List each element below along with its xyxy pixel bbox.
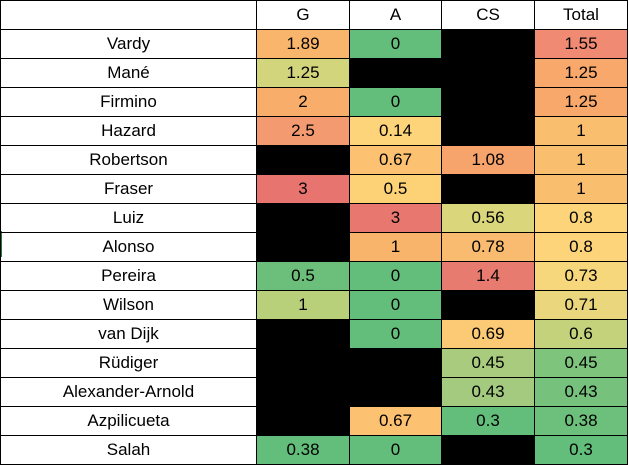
a-value-cell[interactable]: 0.5 bbox=[349, 174, 442, 204]
g-value-cell[interactable] bbox=[256, 203, 350, 233]
table-row: van Dijk 0 0.69 0.6 bbox=[0, 319, 628, 349]
player-name-cell[interactable]: Vardy bbox=[0, 29, 257, 59]
a-value-cell[interactable]: 0 bbox=[349, 290, 442, 320]
cs-value-cell[interactable]: 1.08 bbox=[441, 145, 535, 175]
header-cell-total[interactable]: Total bbox=[534, 0, 628, 30]
player-name-cell[interactable]: Robertson bbox=[0, 145, 257, 175]
a-value-cell[interactable] bbox=[349, 348, 442, 378]
cs-value-cell[interactable] bbox=[441, 58, 535, 88]
a-value-cell[interactable]: 0 bbox=[349, 87, 442, 117]
table-row: Salah 0.38 0 0.3 bbox=[0, 435, 628, 465]
table-row: Azpilicueta 0.67 0.3 0.38 bbox=[0, 406, 628, 436]
a-value-cell[interactable]: 3 bbox=[349, 203, 442, 233]
cs-value-cell[interactable] bbox=[441, 29, 535, 59]
g-value-cell[interactable] bbox=[256, 232, 350, 262]
total-value-cell[interactable]: 1.25 bbox=[534, 58, 628, 88]
player-name-cell[interactable]: Mané bbox=[0, 58, 257, 88]
cs-value-cell[interactable] bbox=[441, 435, 535, 465]
player-name-cell[interactable]: Firmino bbox=[0, 87, 257, 117]
a-value-cell[interactable] bbox=[349, 58, 442, 88]
player-name-cell[interactable]: Luiz bbox=[0, 203, 257, 233]
g-value-cell[interactable]: 3 bbox=[256, 174, 350, 204]
cs-value-cell[interactable] bbox=[441, 116, 535, 146]
total-value-cell[interactable]: 0.3 bbox=[534, 435, 628, 465]
player-name-cell[interactable]: Alexander-Arnold bbox=[0, 377, 257, 407]
a-value-cell[interactable]: 0.67 bbox=[349, 145, 442, 175]
a-value-cell[interactable]: 0.67 bbox=[349, 406, 442, 436]
cs-value-cell[interactable]: 0.69 bbox=[441, 319, 535, 349]
table-row: Hazard 2.5 0.14 1 bbox=[0, 116, 628, 146]
total-value-cell[interactable]: 0.43 bbox=[534, 377, 628, 407]
cs-value-cell[interactable] bbox=[441, 87, 535, 117]
total-value-cell[interactable]: 1 bbox=[534, 116, 628, 146]
player-name-cell[interactable]: Alonso bbox=[0, 232, 257, 262]
total-value-cell[interactable]: 1.55 bbox=[534, 29, 628, 59]
a-value-cell[interactable]: 0 bbox=[349, 319, 442, 349]
cs-value-cell[interactable]: 0.43 bbox=[441, 377, 535, 407]
table-row: Rüdiger 0.45 0.45 bbox=[0, 348, 628, 378]
table-row: Alexander-Arnold 0.43 0.43 bbox=[0, 377, 628, 407]
total-value-cell[interactable]: 0.38 bbox=[534, 406, 628, 436]
g-value-cell[interactable]: 1 bbox=[256, 290, 350, 320]
g-value-cell[interactable]: 1.25 bbox=[256, 58, 350, 88]
cs-value-cell[interactable] bbox=[441, 174, 535, 204]
g-value-cell[interactable]: 1.89 bbox=[256, 29, 350, 59]
g-value-cell[interactable] bbox=[256, 377, 350, 407]
header-row: G A CS Total bbox=[0, 0, 628, 30]
player-name-cell[interactable]: Wilson bbox=[0, 290, 257, 320]
player-name-cell[interactable]: van Dijk bbox=[0, 319, 257, 349]
g-value-cell[interactable]: 0.38 bbox=[256, 435, 350, 465]
g-value-cell[interactable]: 0.5 bbox=[256, 261, 350, 291]
a-value-cell[interactable]: 0.14 bbox=[349, 116, 442, 146]
total-value-cell[interactable]: 0.73 bbox=[534, 261, 628, 291]
cs-value-cell[interactable]: 0.78 bbox=[441, 232, 535, 262]
total-value-cell[interactable]: 1 bbox=[534, 145, 628, 175]
total-value-cell[interactable]: 0.71 bbox=[534, 290, 628, 320]
a-value-cell[interactable] bbox=[349, 377, 442, 407]
table-row: Pereira 0.5 0 1.4 0.73 bbox=[0, 261, 628, 291]
table-row: Robertson 0.67 1.08 1 bbox=[0, 145, 628, 175]
player-name-cell[interactable]: Azpilicueta bbox=[0, 406, 257, 436]
player-name-cell[interactable]: Salah bbox=[0, 435, 257, 465]
a-value-cell[interactable]: 0 bbox=[349, 435, 442, 465]
g-value-cell[interactable] bbox=[256, 319, 350, 349]
total-value-cell[interactable]: 1 bbox=[534, 174, 628, 204]
a-value-cell[interactable]: 0 bbox=[349, 29, 442, 59]
cs-value-cell[interactable]: 0.3 bbox=[441, 406, 535, 436]
player-name-cell[interactable]: Rüdiger bbox=[0, 348, 257, 378]
total-value-cell[interactable]: 1.25 bbox=[534, 87, 628, 117]
g-value-cell[interactable] bbox=[256, 145, 350, 175]
g-value-cell[interactable]: 2.5 bbox=[256, 116, 350, 146]
cs-value-cell[interactable] bbox=[441, 290, 535, 320]
a-value-cell[interactable]: 1 bbox=[349, 232, 442, 262]
header-cell-cs[interactable]: CS bbox=[441, 0, 535, 30]
table-row: Wilson 1 0 0.71 bbox=[0, 290, 628, 320]
total-value-cell[interactable]: 0.6 bbox=[534, 319, 628, 349]
g-value-cell[interactable]: 2 bbox=[256, 87, 350, 117]
total-value-cell[interactable]: 0.8 bbox=[534, 232, 628, 262]
player-name-cell[interactable]: Hazard bbox=[0, 116, 257, 146]
total-value-cell[interactable]: 0.45 bbox=[534, 348, 628, 378]
cs-value-cell[interactable]: 0.45 bbox=[441, 348, 535, 378]
header-cell-name[interactable] bbox=[0, 0, 257, 30]
cs-value-cell[interactable]: 0.56 bbox=[441, 203, 535, 233]
player-name-cell[interactable]: Pereira bbox=[0, 261, 257, 291]
table-row: Mané 1.25 1.25 bbox=[0, 58, 628, 88]
header-cell-a[interactable]: A bbox=[349, 0, 442, 30]
player-name-cell[interactable]: Fraser bbox=[0, 174, 257, 204]
header-cell-g[interactable]: G bbox=[256, 0, 350, 30]
g-value-cell[interactable] bbox=[256, 406, 350, 436]
table-row: Fraser 3 0.5 1 bbox=[0, 174, 628, 204]
g-value-cell[interactable] bbox=[256, 348, 350, 378]
table-row: Alonso 1 0.78 0.8 bbox=[0, 232, 628, 262]
table-row: Luiz 3 0.56 0.8 bbox=[0, 203, 628, 233]
cs-value-cell[interactable]: 1.4 bbox=[441, 261, 535, 291]
table-row: Vardy 1.89 0 1.55 bbox=[0, 29, 628, 59]
a-value-cell[interactable]: 0 bbox=[349, 261, 442, 291]
table-body: Vardy 1.89 0 1.55 Mané 1.25 1.25 Firmino 2 0 1.25 H… bbox=[0, 29, 628, 465]
table-row: Firmino 2 0 1.25 bbox=[0, 87, 628, 117]
total-value-cell[interactable]: 0.8 bbox=[534, 203, 628, 233]
